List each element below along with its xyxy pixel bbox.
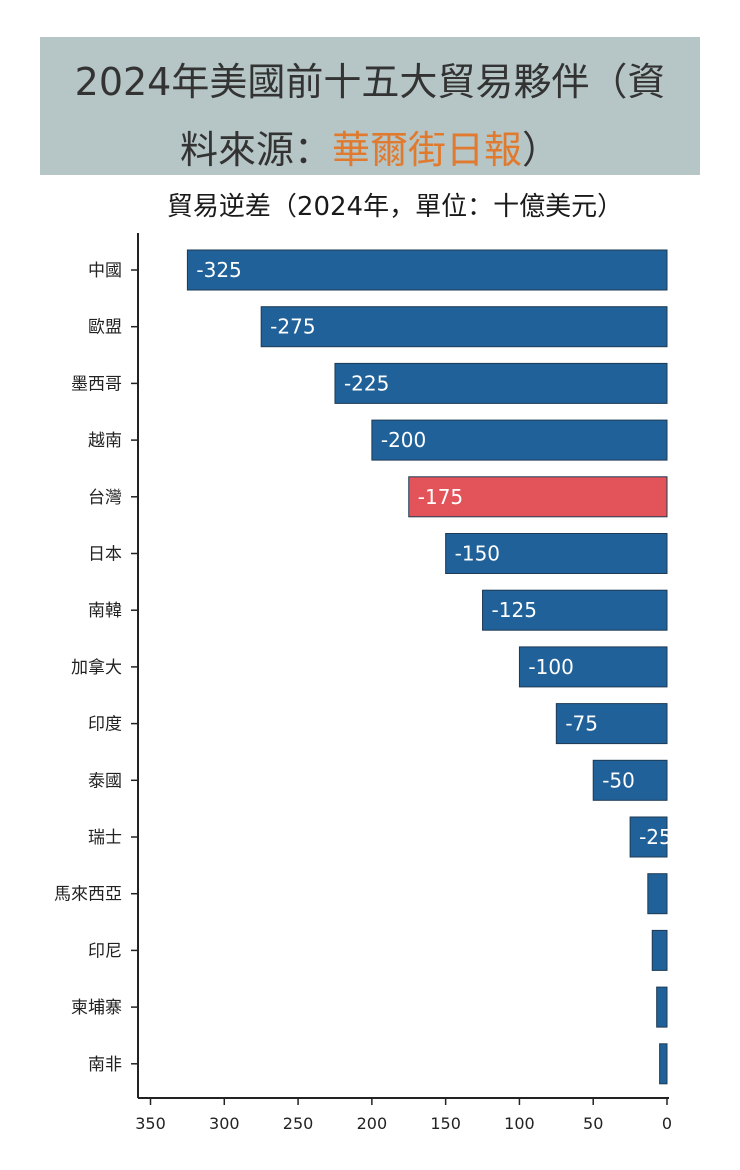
category-label: 日本 xyxy=(88,545,122,565)
bar-value-label: -175 xyxy=(418,485,463,509)
bar-中國 xyxy=(186,249,668,291)
category-label: 南韓 xyxy=(88,601,122,621)
bar-歐盟 xyxy=(260,306,668,348)
bar-南韓 xyxy=(482,589,668,631)
title-line-2: 料來源：華爾街日報） xyxy=(40,119,700,174)
bar-value-label: -200 xyxy=(381,428,426,452)
bar-value-label: -275 xyxy=(270,315,315,339)
category-label: 墨西哥 xyxy=(71,374,122,394)
x-tick-label: 350 xyxy=(135,1114,166,1133)
bar-瑞士 xyxy=(629,816,668,858)
bar-value-label: -225 xyxy=(344,371,389,395)
category-label: 台灣 xyxy=(88,488,122,508)
title-source: 華爾街日報 xyxy=(331,128,522,172)
bar-印度 xyxy=(555,703,668,745)
bar-柬埔寨 xyxy=(656,986,668,1028)
bar-日本 xyxy=(445,533,668,574)
title-line-1: 2024年美國前十五大貿易夥伴（資 xyxy=(74,60,666,104)
bar-加拿大 xyxy=(518,646,668,688)
bar-泰國 xyxy=(592,759,668,801)
category-label: 馬來西亞 xyxy=(54,885,122,905)
x-tick-label: 200 xyxy=(357,1114,388,1133)
category-label: 泰國 xyxy=(88,771,122,791)
bar-南非 xyxy=(659,1043,668,1085)
x-tick-label: 100 xyxy=(504,1114,535,1133)
x-tick-label: 300 xyxy=(209,1114,240,1133)
category-label: 南非 xyxy=(88,1055,122,1075)
bar-value-label: -25 xyxy=(639,825,672,849)
bar-越南 xyxy=(371,419,668,461)
title-line-2-prefix: 料來源： xyxy=(179,128,332,172)
x-tick-label: 0 xyxy=(662,1114,672,1133)
bar-墨西哥 xyxy=(334,362,668,404)
bar-value-label: -325 xyxy=(196,258,241,282)
category-label: 印度 xyxy=(88,715,122,735)
category-label: 中國 xyxy=(88,261,122,281)
bar-value-label: -100 xyxy=(528,655,573,679)
bar-馬來西亞 xyxy=(647,873,668,915)
title-banner: 2024年美國前十五大貿易夥伴（資 料來源：華爾街日報） xyxy=(40,37,700,175)
plot-area: -325 -275 -225 -200 -175 -150 -125 -100 -75 -50 -2… xyxy=(186,249,672,1085)
chart-title: 貿易逆差（2024年，單位：十億美元） xyxy=(166,192,624,222)
bar-value-label: -125 xyxy=(492,598,537,622)
category-label: 瑞士 xyxy=(88,828,122,848)
bar-印尼 xyxy=(651,929,668,971)
category-label: 越南 xyxy=(88,431,122,451)
category-label: 歐盟 xyxy=(88,318,122,338)
bar-台灣 xyxy=(408,476,668,518)
category-label: 加拿大 xyxy=(71,657,122,678)
x-tick-label: 250 xyxy=(283,1114,314,1133)
category-label: 柬埔寨 xyxy=(71,998,122,1018)
x-tick-label: 150 xyxy=(430,1114,461,1133)
title-line-2-suffix: ） xyxy=(522,128,561,172)
bar-value-label: -150 xyxy=(455,542,500,566)
bar-value-label: -50 xyxy=(602,768,635,792)
category-label: 印尼 xyxy=(88,941,122,961)
x-tick-label: 50 xyxy=(583,1114,603,1133)
bar-value-label: -75 xyxy=(565,712,598,736)
